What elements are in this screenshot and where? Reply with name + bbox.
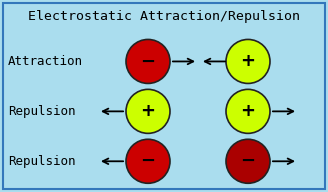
Circle shape [226, 89, 270, 133]
Circle shape [226, 39, 270, 84]
Circle shape [126, 39, 170, 84]
Text: Repulsion: Repulsion [8, 155, 75, 168]
Text: +: + [240, 52, 256, 70]
Text: Attraction: Attraction [8, 55, 83, 68]
Text: −: − [140, 152, 155, 170]
Text: Repulsion: Repulsion [8, 105, 75, 118]
Text: +: + [240, 102, 256, 120]
Text: +: + [140, 102, 155, 120]
Circle shape [126, 139, 170, 183]
Circle shape [226, 139, 270, 183]
Text: Electrostatic Attraction/Repulsion: Electrostatic Attraction/Repulsion [28, 10, 300, 23]
Text: −: − [240, 152, 256, 170]
Text: −: − [140, 52, 155, 70]
Circle shape [126, 89, 170, 133]
